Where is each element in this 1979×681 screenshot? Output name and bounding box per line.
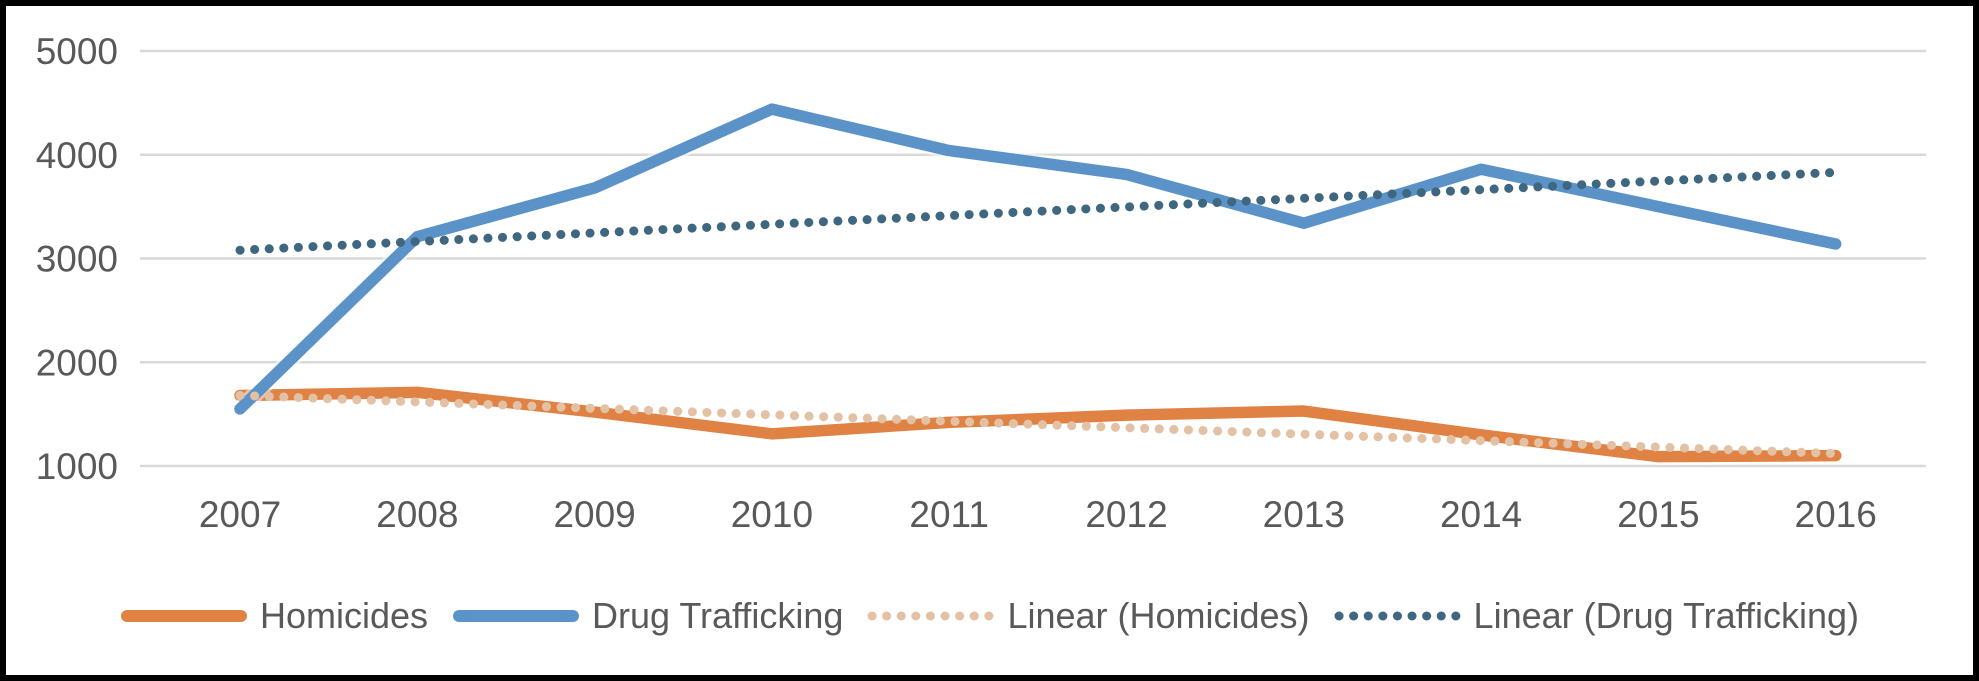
legend-label: Linear (Homicides) [1007, 595, 1310, 636]
x-axis-tick-label: 2010 [731, 494, 813, 535]
x-axis-tick-label: 2014 [1440, 494, 1522, 535]
legend-item-drug-trafficking: Drug Trafficking [452, 595, 843, 637]
x-axis-tick-label: 2015 [1617, 494, 1699, 535]
trendline-linear-drug-trafficking- [235, 167, 1841, 255]
x-axis-tick-label: 2011 [909, 494, 989, 535]
trendline-linear-homicides- [235, 390, 1841, 459]
x-axis-tick-label: 2012 [1085, 494, 1167, 535]
solid-line-swatch-icon [120, 610, 247, 622]
y-axis-tick-label: 3000 [36, 239, 118, 280]
legend-item-linear-homicides-: Linear (Homicides) [867, 595, 1310, 637]
legend-item-linear-drug-trafficking-: Linear (Drug Trafficking) [1334, 595, 1860, 637]
y-axis-tick-label: 2000 [36, 342, 118, 383]
x-axis-tick-label: 2009 [553, 494, 635, 535]
y-axis-tick-label: 4000 [36, 135, 118, 176]
chart-legend: Homicides Drug Trafficking Linear (Homicid… [6, 592, 1973, 640]
dotted-line-swatch-icon [1334, 611, 1462, 621]
x-axis-tick-label: 2013 [1263, 494, 1345, 535]
dotted-line-swatch-icon [867, 611, 995, 621]
y-axis-tick-label: 1000 [36, 446, 118, 487]
x-axis-tick-label: 2016 [1795, 494, 1877, 535]
legend-label: Linear (Drug Trafficking) [1473, 595, 1860, 636]
line-chart-plot-area: 5000 4000 3000 2000 1000 2007 2008 2009 2010 2011… [36, 31, 1926, 535]
legend-label: Homicides [259, 595, 428, 636]
x-axis-tick-label: 2007 [199, 494, 281, 535]
legend-label: Drug Trafficking [592, 595, 844, 636]
y-axis-tick-label: 5000 [36, 31, 118, 72]
x-axis-tick-label: 2008 [376, 494, 458, 535]
legend-item-homicides: Homicides [120, 595, 428, 637]
solid-line-swatch-icon [453, 610, 579, 622]
